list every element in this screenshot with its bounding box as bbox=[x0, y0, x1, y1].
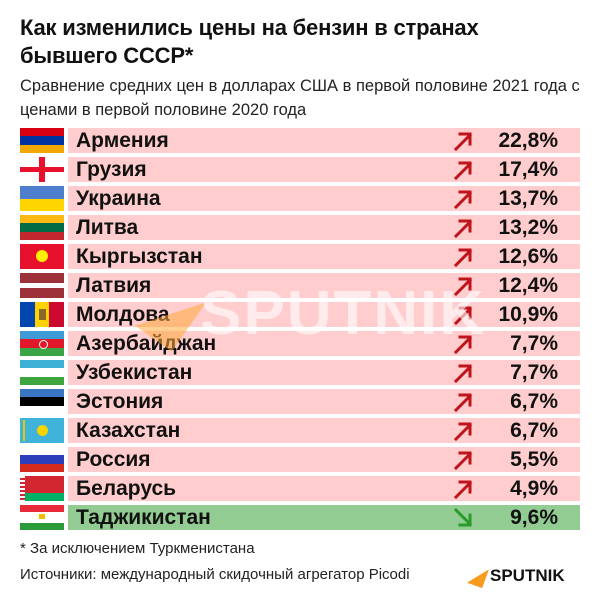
flag-icon bbox=[20, 331, 64, 356]
country-name: Молдова bbox=[76, 303, 170, 326]
value-bar bbox=[68, 302, 580, 327]
change-value: 7,7% bbox=[510, 361, 558, 384]
country-name: Россия bbox=[76, 448, 151, 471]
change-value: 12,4% bbox=[498, 274, 558, 297]
arrow-down-icon bbox=[452, 507, 474, 529]
country-name: Латвия bbox=[76, 274, 152, 297]
arrow-up-icon bbox=[452, 362, 474, 384]
footnote: * За исключением Туркменистана bbox=[20, 540, 255, 557]
sputnik-logo: SPUTNIK bbox=[490, 566, 565, 585]
table-row: Грузия 17,4% bbox=[20, 157, 580, 182]
change-value: 6,7% bbox=[510, 419, 558, 442]
arrow-up-icon bbox=[452, 275, 474, 297]
change-value: 4,9% bbox=[510, 477, 558, 500]
value-bar bbox=[68, 389, 580, 414]
flag-icon bbox=[20, 244, 64, 269]
flag-icon bbox=[20, 360, 64, 385]
change-value: 7,7% bbox=[510, 332, 558, 355]
flag-icon bbox=[20, 389, 64, 414]
arrow-up-icon bbox=[452, 420, 474, 442]
country-name: Кыргызстан bbox=[76, 245, 203, 268]
change-value: 22,8% bbox=[498, 129, 558, 152]
country-name: Беларусь bbox=[76, 477, 177, 500]
arrow-up-icon bbox=[452, 217, 474, 239]
table-row: Литва 13,2% bbox=[20, 215, 580, 240]
source-note: Источники: международный скидочный агрег… bbox=[20, 566, 410, 583]
chart-subtitle: Сравнение средних цен в долларах США в п… bbox=[20, 77, 580, 119]
change-value: 13,7% bbox=[498, 187, 558, 210]
table-row: Латвия 12,4% bbox=[20, 273, 580, 298]
table-row: Армения 22,8% bbox=[20, 128, 580, 153]
table-row: Россия 5,5% bbox=[20, 447, 580, 472]
arrow-up-icon bbox=[452, 188, 474, 210]
flag-icon bbox=[20, 447, 64, 472]
table-row: Казахстан 6,7% bbox=[20, 418, 580, 443]
arrow-up-icon bbox=[452, 391, 474, 413]
table-row: Беларусь 4,9% bbox=[20, 476, 580, 501]
country-name: Грузия bbox=[76, 158, 147, 181]
value-bar bbox=[68, 244, 580, 269]
country-name: Таджикистан bbox=[76, 506, 211, 529]
chart-title: Как изменились цены на бензин в странах … bbox=[20, 15, 479, 68]
flag-icon bbox=[20, 215, 64, 240]
value-bar bbox=[68, 128, 580, 153]
country-name: Эстония bbox=[76, 390, 164, 413]
value-bar bbox=[68, 418, 580, 443]
country-name: Азербайджан bbox=[76, 332, 217, 355]
change-value: 17,4% bbox=[498, 158, 558, 181]
table-row: Узбекистан 7,7% bbox=[20, 360, 580, 385]
country-list: Армения 22,8% Грузия 17,4% Украина 13,7%… bbox=[20, 128, 580, 534]
value-bar bbox=[68, 273, 580, 298]
change-value: 12,6% bbox=[498, 245, 558, 268]
change-value: 10,9% bbox=[498, 303, 558, 326]
country-name: Украина bbox=[76, 187, 161, 210]
value-bar bbox=[68, 157, 580, 182]
arrow-up-icon bbox=[452, 159, 474, 181]
country-name: Казахстан bbox=[76, 419, 181, 442]
change-value: 6,7% bbox=[510, 390, 558, 413]
arrow-up-icon bbox=[452, 304, 474, 326]
arrow-up-icon bbox=[452, 478, 474, 500]
flag-icon bbox=[20, 505, 64, 530]
change-value: 13,2% bbox=[498, 216, 558, 239]
flag-icon bbox=[20, 128, 64, 153]
arrow-up-icon bbox=[452, 130, 474, 152]
flag-icon bbox=[20, 186, 64, 211]
value-bar bbox=[68, 360, 580, 385]
value-bar bbox=[68, 186, 580, 211]
country-name: Узбекистан bbox=[76, 361, 193, 384]
value-bar bbox=[68, 331, 580, 356]
flag-icon bbox=[20, 418, 64, 443]
table-row: Азербайджан 7,7% bbox=[20, 331, 580, 356]
value-bar bbox=[68, 476, 580, 501]
value-bar bbox=[68, 505, 580, 530]
flag-icon bbox=[20, 157, 64, 182]
flag-icon bbox=[20, 476, 64, 501]
country-name: Литва bbox=[76, 216, 139, 239]
table-row: Кыргызстан 12,6% bbox=[20, 244, 580, 269]
country-name: Армения bbox=[76, 129, 169, 152]
arrow-up-icon bbox=[452, 246, 474, 268]
table-row: Таджикистан 9,6% bbox=[20, 505, 580, 530]
value-bar bbox=[68, 447, 580, 472]
value-bar bbox=[68, 215, 580, 240]
sputnik-logo-icon bbox=[467, 563, 489, 589]
change-value: 5,5% bbox=[510, 448, 558, 471]
table-row: Эстония 6,7% bbox=[20, 389, 580, 414]
change-value: 9,6% bbox=[510, 506, 558, 529]
table-row: Украина 13,7% bbox=[20, 186, 580, 211]
arrow-up-icon bbox=[452, 449, 474, 471]
arrow-up-icon bbox=[452, 333, 474, 355]
flag-icon bbox=[20, 273, 64, 298]
table-row: Молдова 10,9% bbox=[20, 302, 580, 327]
flag-icon bbox=[20, 302, 64, 327]
